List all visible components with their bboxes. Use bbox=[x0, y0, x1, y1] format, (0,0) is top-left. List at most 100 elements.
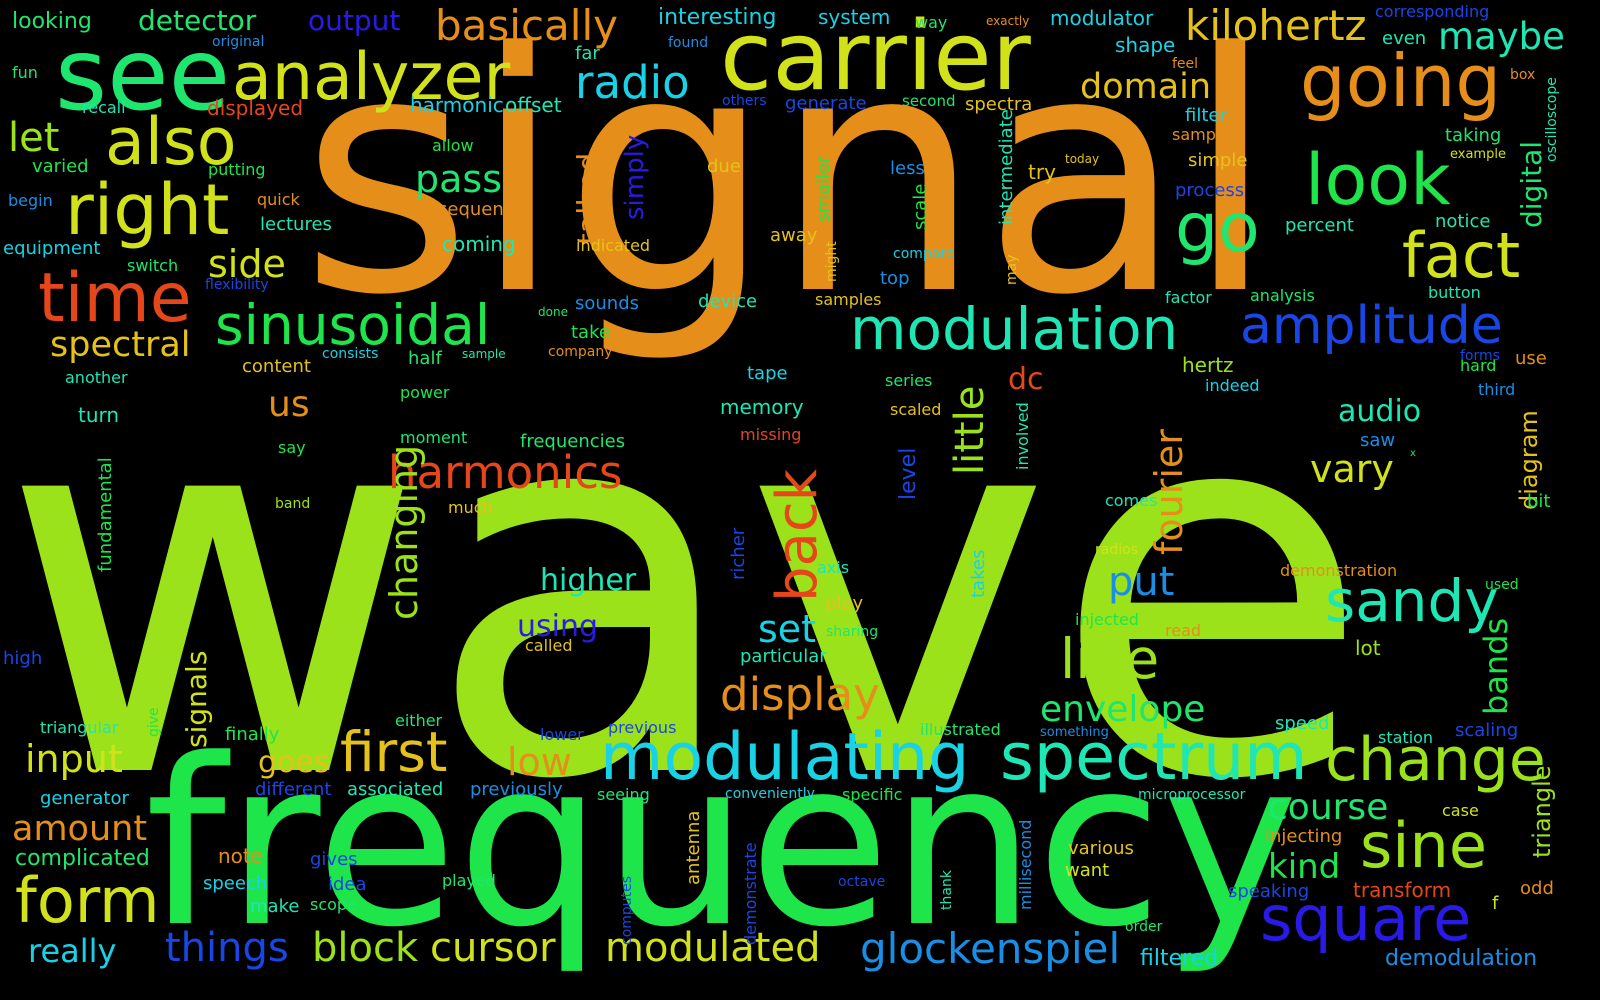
word-simply: simply bbox=[620, 134, 650, 220]
word-time: time bbox=[38, 259, 192, 338]
word-play: play bbox=[825, 593, 864, 614]
word-moment: moment bbox=[400, 428, 468, 447]
word-specific: specific bbox=[842, 785, 903, 804]
word-also: also bbox=[105, 105, 237, 180]
word-order: order bbox=[1125, 919, 1163, 935]
word-corresponding: corresponding bbox=[1375, 2, 1490, 21]
word-changing: changing bbox=[382, 444, 426, 620]
word-right: right bbox=[65, 169, 230, 251]
word-previously: previously bbox=[470, 779, 563, 800]
word-sandy: sandy bbox=[1325, 567, 1499, 635]
word-lectures: lectures bbox=[260, 214, 332, 235]
word-idea: idea bbox=[328, 874, 367, 895]
word-memory: memory bbox=[720, 395, 804, 419]
word-may: may bbox=[1004, 254, 1020, 285]
word-original: original bbox=[212, 34, 265, 50]
word-put: put bbox=[1108, 559, 1175, 605]
word-hard: hard bbox=[1460, 356, 1497, 375]
word-previous: previous bbox=[608, 718, 677, 737]
word-equipment: equipment bbox=[3, 238, 101, 259]
word-might: might bbox=[824, 241, 840, 282]
word-due: due bbox=[707, 156, 741, 177]
word-go: go bbox=[1175, 189, 1260, 268]
word-device: device bbox=[698, 291, 758, 312]
word-cloud: wave signal frequency carrier see analyzer goi… bbox=[0, 1, 1565, 978]
word-wave: wave bbox=[0, 287, 1372, 893]
word-give: give bbox=[146, 707, 162, 737]
word-station: station bbox=[1378, 728, 1434, 747]
word-bands: bands bbox=[1477, 617, 1515, 715]
word-smaller: smaller bbox=[813, 155, 834, 222]
word-modulating: modulating bbox=[600, 720, 970, 795]
word-form: form bbox=[15, 864, 160, 937]
word-far: far bbox=[575, 43, 600, 64]
word-course: course bbox=[1268, 787, 1389, 828]
word-things: things bbox=[165, 925, 289, 971]
word-indicated: indicated bbox=[576, 236, 651, 255]
word-sample: sample bbox=[462, 347, 506, 361]
word-content: content bbox=[242, 356, 311, 377]
word-frequency: frequency bbox=[145, 711, 1299, 978]
word-octave: octave bbox=[838, 874, 886, 890]
word-see: see bbox=[55, 16, 231, 133]
word-less: less bbox=[890, 158, 925, 179]
word-transform: transform bbox=[1353, 878, 1452, 902]
word-simple: simple bbox=[1188, 150, 1248, 171]
word-try: try bbox=[1028, 160, 1056, 184]
word-back: back bbox=[765, 468, 830, 602]
word-envelope: envelope bbox=[1040, 689, 1206, 730]
word-change: change bbox=[1325, 725, 1546, 795]
word-particular: particular bbox=[740, 646, 827, 667]
word-richer: richer bbox=[728, 527, 749, 580]
word-radio: radio bbox=[575, 56, 690, 109]
word-analysis: analysis bbox=[1250, 286, 1315, 305]
word-conveniently: conveniently bbox=[725, 786, 815, 802]
word-scaling: scaling bbox=[1455, 720, 1519, 741]
word-domain: domain bbox=[1080, 67, 1212, 107]
word-called: called bbox=[525, 636, 573, 655]
word-audio: audio bbox=[1338, 394, 1422, 429]
word-harmonic: harmonic bbox=[410, 93, 504, 117]
word-harmonics: harmonics bbox=[388, 446, 623, 499]
word-found: found bbox=[668, 35, 709, 51]
word-example: example bbox=[1450, 147, 1506, 162]
word-scope: scope bbox=[310, 895, 357, 914]
word-square: square bbox=[1260, 882, 1472, 955]
word-input: input bbox=[25, 737, 123, 781]
word-spectra: spectra bbox=[965, 94, 1033, 115]
word-triangular: triangular bbox=[40, 718, 119, 737]
word-sinusoidal: sinusoidal bbox=[215, 293, 491, 357]
word-flexibility: flexibility bbox=[205, 277, 269, 293]
word-different: different bbox=[255, 779, 332, 800]
word-second: second bbox=[902, 92, 956, 110]
word-amount: amount bbox=[12, 809, 148, 849]
word-recall: recall bbox=[82, 98, 126, 117]
word-indeed: indeed bbox=[1205, 376, 1260, 395]
word-filtered: filtered bbox=[1140, 946, 1219, 971]
word-speed: speed bbox=[1275, 713, 1330, 734]
word-antenna: antenna bbox=[683, 810, 704, 885]
word-begin: begin bbox=[8, 191, 53, 210]
word-played: played bbox=[442, 871, 496, 890]
word-note: note bbox=[218, 844, 264, 868]
word-sine: sine bbox=[1360, 809, 1487, 882]
word-level: level bbox=[896, 447, 921, 500]
word-third: third bbox=[1478, 380, 1516, 399]
word-dc: dc bbox=[1008, 362, 1044, 397]
word-really: really bbox=[28, 932, 117, 970]
word-lot: lot bbox=[1355, 636, 1381, 660]
word-use: use bbox=[1515, 348, 1547, 369]
word-process: process bbox=[1175, 180, 1245, 201]
word-hertz: hertz bbox=[1182, 353, 1234, 377]
word-gives: gives bbox=[310, 849, 358, 870]
word-kilohertz: kilohertz bbox=[1185, 1, 1367, 50]
word-injected: injected bbox=[1075, 610, 1139, 629]
word-modulator: modulator bbox=[1050, 6, 1154, 30]
word-generate: generate bbox=[785, 93, 867, 114]
word-speech: speech bbox=[203, 873, 268, 894]
word-cursor: cursor bbox=[430, 925, 556, 971]
word-line: line bbox=[1060, 627, 1160, 691]
word-sampling: sampling bbox=[1172, 125, 1246, 144]
word-vary: vary bbox=[1310, 447, 1394, 491]
word-analyzer: analyzer bbox=[232, 40, 511, 115]
